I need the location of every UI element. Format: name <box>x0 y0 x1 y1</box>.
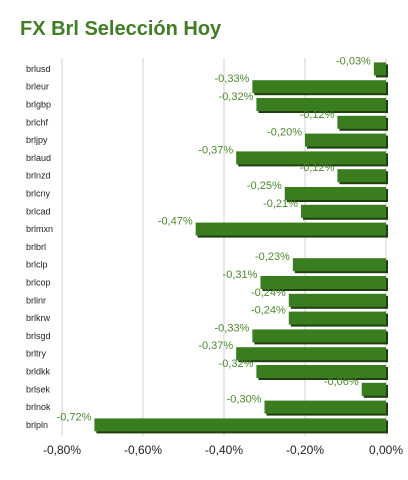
category-label: brlkrw <box>26 313 50 323</box>
bar <box>256 98 386 111</box>
value-label: -0,23% <box>255 251 290 263</box>
category-label: brlinr <box>26 295 46 305</box>
value-label: -0,30% <box>227 394 262 406</box>
category-label: brlusd <box>26 64 51 74</box>
category-label: brlnok <box>26 402 51 412</box>
value-label: -0,37% <box>198 144 233 156</box>
bar <box>264 400 386 414</box>
category-label: brlclp <box>26 260 48 270</box>
bar <box>305 133 386 147</box>
label-layer: -0,03% -0,33% -0,32% -0,12% -0,20% -0,37% -0,1… <box>57 55 372 423</box>
bar <box>256 365 386 378</box>
category-label: brlmxn <box>26 224 53 234</box>
value-label: -0,21% <box>263 198 298 210</box>
bar-layer <box>94 62 389 434</box>
bar <box>260 276 386 289</box>
bar <box>373 62 386 76</box>
value-label: -0,32% <box>219 91 254 103</box>
x-tick-label: -0,20% <box>286 443 324 457</box>
value-label: -0,12% <box>300 109 335 121</box>
x-tick-label: -0,60% <box>124 443 162 457</box>
value-label: -0,31% <box>223 269 258 281</box>
x-tick-label: 0,00% <box>369 443 403 457</box>
x-tick-label: -0,40% <box>205 443 243 457</box>
category-label: brleur <box>26 82 49 92</box>
bar <box>337 115 386 129</box>
value-label: -0,20% <box>267 127 302 139</box>
category-label: brlnzd <box>26 171 51 181</box>
chart-title: FX Brl Selección Hoy <box>20 18 222 40</box>
category-label: brlcad <box>26 206 51 216</box>
value-label: -0,33% <box>214 322 249 334</box>
value-label: -0,25% <box>247 180 282 192</box>
bar <box>288 293 386 307</box>
category-label: brldkk <box>26 367 51 377</box>
category-label: brlgbp <box>26 100 51 110</box>
value-label: -0,33% <box>214 73 249 85</box>
value-axis: -0,80% -0,60% -0,40% -0,20% 0,00% <box>43 443 403 457</box>
category-label: brlbrl <box>26 242 46 252</box>
bar <box>94 418 387 432</box>
category-label: brlcny <box>26 189 51 199</box>
category-axis: brlusd brleur brlgbp brlchf brljpy brlaud brln… <box>26 64 53 430</box>
category-label: brlcop <box>26 278 51 288</box>
bar <box>288 311 386 325</box>
category-label: brljpy <box>26 135 48 145</box>
category-label: brlsek <box>26 384 51 394</box>
bar <box>252 80 386 94</box>
bar <box>361 382 386 396</box>
bar <box>236 347 386 361</box>
bar <box>300 204 386 218</box>
bar <box>195 222 386 236</box>
value-label: -0,37% <box>198 340 233 352</box>
category-label: brlsgd <box>26 331 51 341</box>
value-label: -0,32% <box>219 358 254 370</box>
bar <box>236 151 386 165</box>
value-label: -0,12% <box>300 162 335 174</box>
bar <box>292 258 386 272</box>
value-label: -0,06% <box>324 376 359 388</box>
value-label: -0,24% <box>251 287 286 299</box>
bar <box>284 187 386 200</box>
x-tick-label: -0,80% <box>43 443 81 457</box>
category-label: brltry <box>26 349 46 359</box>
category-label: brlchf <box>26 117 49 127</box>
value-label: -0,03% <box>336 55 371 67</box>
category-label: brlpln <box>26 420 48 430</box>
value-label: -0,47% <box>158 216 193 228</box>
value-label: -0,24% <box>251 305 286 317</box>
category-label: brlaud <box>26 153 51 163</box>
bar <box>252 329 386 343</box>
value-label: -0,72% <box>57 411 92 423</box>
bar <box>337 169 386 183</box>
